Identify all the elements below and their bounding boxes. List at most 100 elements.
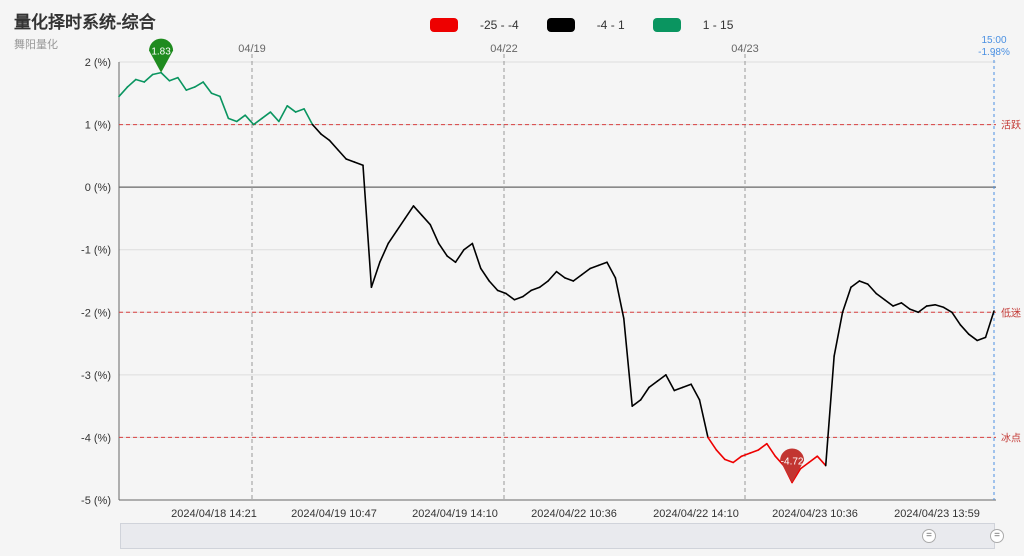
series-segment xyxy=(328,139,339,151)
series-segment xyxy=(193,81,204,88)
series-segment xyxy=(168,76,179,82)
reference-label: 活跃 xyxy=(1001,120,1021,132)
series-segment xyxy=(967,333,978,342)
series-segment xyxy=(740,452,751,458)
series-segment xyxy=(538,280,549,289)
series-segment xyxy=(656,374,667,382)
series-segment xyxy=(479,267,490,282)
series-segment xyxy=(976,336,987,342)
series-segment xyxy=(942,306,953,314)
series-segment xyxy=(757,442,768,451)
x-tick-label: 2024/04/23 13:59 xyxy=(894,508,980,520)
series-segment xyxy=(766,442,777,458)
legend-swatch-mid xyxy=(546,18,575,32)
series-segment xyxy=(917,305,928,314)
series-segment xyxy=(614,277,625,320)
chart-title: 量化择时系统-综合 xyxy=(14,13,156,32)
chart-subtitle: 舞阳量化 xyxy=(14,39,58,51)
x-tick-label: 2024/04/23 10:36 xyxy=(772,508,858,520)
series-segment xyxy=(471,242,482,270)
series-segment xyxy=(454,248,465,264)
series-segment xyxy=(446,255,457,264)
series-segment xyxy=(412,205,423,217)
zoom-handle-right[interactable]: = xyxy=(990,529,1004,543)
series-segment xyxy=(135,78,146,83)
series-segment xyxy=(429,223,440,245)
series-segment xyxy=(252,117,263,126)
zoom-handle-left[interactable]: = xyxy=(922,529,936,543)
series-segment xyxy=(336,148,347,160)
end-value-label: -1.98% xyxy=(978,47,1010,58)
series-segment xyxy=(513,295,524,301)
legend-label-low: -25 - -4 xyxy=(480,18,519,32)
legend-item-low[interactable]: -25 - -4 xyxy=(430,18,519,32)
day-label: 04/19 xyxy=(238,43,266,55)
series-segment xyxy=(488,280,499,292)
series-segment xyxy=(227,117,238,123)
x-tick-label: 2024/04/19 10:47 xyxy=(291,508,377,520)
series-segment xyxy=(824,355,835,467)
series-segment xyxy=(370,261,381,289)
series-segment xyxy=(379,242,390,264)
series-segment xyxy=(984,310,995,339)
y-tick-label: 2 (%) xyxy=(85,57,111,69)
series-segment xyxy=(572,273,583,282)
series-segment xyxy=(875,292,886,301)
series-segment xyxy=(286,105,297,113)
series-segment xyxy=(841,286,852,314)
series-segment xyxy=(463,242,474,251)
series-segment xyxy=(732,455,743,464)
series-segment xyxy=(648,380,659,389)
series-segment xyxy=(547,270,558,282)
series-segment xyxy=(219,95,230,120)
series-segment xyxy=(816,455,827,467)
series-segment xyxy=(235,114,247,123)
day-label: 04/22 xyxy=(490,43,518,55)
series-segment xyxy=(909,308,920,314)
series-segment xyxy=(858,280,869,285)
series-segment xyxy=(202,81,213,95)
series-segment xyxy=(177,76,188,91)
zoom-slider[interactable] xyxy=(120,523,995,549)
y-tick-label: -4 (%) xyxy=(81,432,111,444)
series-segment xyxy=(791,467,802,484)
series-segment xyxy=(623,317,634,407)
legend-item-mid[interactable]: -4 - 1 xyxy=(546,18,625,32)
min-marker-label: -4.72 xyxy=(781,456,804,467)
series-segment xyxy=(749,449,760,454)
y-tick-label: -3 (%) xyxy=(81,370,111,382)
series-segment xyxy=(681,383,692,389)
series-segment xyxy=(362,164,373,289)
series-segment xyxy=(555,270,566,279)
legend-swatch-high xyxy=(652,18,681,32)
series-segment xyxy=(496,289,507,295)
max-marker-label: 1.83 xyxy=(151,47,171,58)
series-segment xyxy=(522,289,533,298)
legend: -25 - -4 -4 - 1 1 - 15 xyxy=(430,18,761,32)
series-segment xyxy=(597,261,608,267)
series-segment xyxy=(269,111,280,123)
y-tick-label: -1 (%) xyxy=(81,245,111,257)
series-segment xyxy=(799,461,810,470)
x-tick-label: 2024/04/19 14:10 xyxy=(412,508,498,520)
legend-item-high[interactable]: 1 - 15 xyxy=(652,18,734,32)
series-segment xyxy=(639,386,650,401)
min-marker-pin xyxy=(780,448,805,483)
series-segment xyxy=(866,283,878,295)
series-segment xyxy=(925,303,936,307)
series-segment xyxy=(160,71,171,82)
series-segment xyxy=(883,298,894,307)
series-segment xyxy=(631,399,642,407)
y-tick-label: 0 (%) xyxy=(85,182,111,194)
series-segment xyxy=(294,108,305,113)
series-segment xyxy=(505,292,516,301)
series-segment xyxy=(311,123,322,135)
reference-label: 低迷 xyxy=(1001,306,1021,319)
series-segment xyxy=(303,108,314,126)
series-segment xyxy=(530,286,541,292)
series-segment xyxy=(589,264,600,270)
series-segment xyxy=(421,214,432,226)
x-tick-label: 2024/04/22 10:36 xyxy=(531,508,617,520)
legend-label-high: 1 - 15 xyxy=(702,18,734,32)
series-segment xyxy=(261,111,272,120)
